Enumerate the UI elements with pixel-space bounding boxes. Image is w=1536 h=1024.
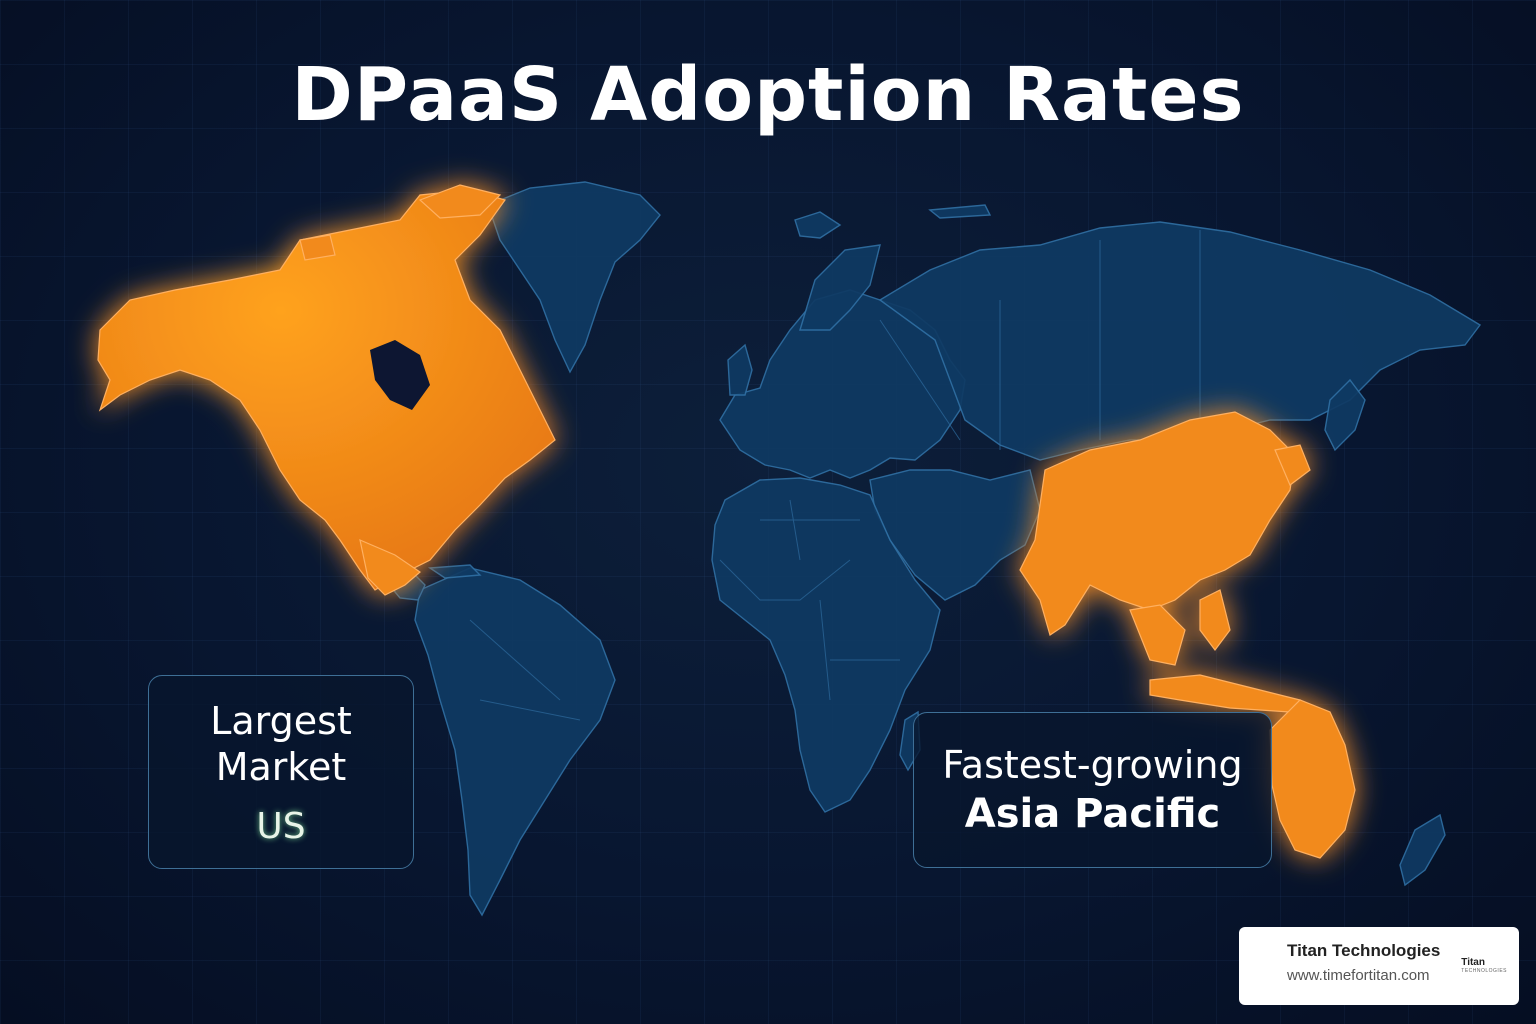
logo-text: Titan — [1461, 957, 1485, 968]
new-zealand-shape — [1399, 813, 1446, 887]
largest-market-card: Largest Market US — [148, 675, 414, 869]
brand-name: Titan Technologies — [1287, 941, 1441, 960]
page-title: DPaaS Adoption Rates — [291, 52, 1245, 138]
titan-logo-icon: Titan TECHNOLOGIES — [1461, 957, 1507, 974]
brand-url[interactable]: www.timefortitan.com — [1287, 967, 1430, 984]
scandinavia-shape — [799, 244, 881, 331]
largest-market-value: US — [256, 805, 306, 847]
africa-shape — [711, 477, 941, 813]
japan-shape — [1324, 378, 1366, 452]
logo-subtext: TECHNOLOGIES — [1461, 968, 1507, 974]
arctic-island-shape — [794, 211, 842, 239]
brand-badge[interactable]: Titan Technologies www.timefortitan.com … — [1239, 927, 1519, 1005]
greenland-shape — [487, 181, 661, 374]
border-lines — [469, 230, 1201, 721]
uk-shape — [727, 343, 753, 396]
largest-market-label-line2: Market — [215, 744, 347, 789]
south-america-shape — [414, 567, 616, 917]
largest-market-label-line1: Largest — [210, 698, 352, 743]
fastest-growing-card: Fastest-growing Asia Pacific — [913, 712, 1272, 868]
fastest-growing-value: Asia Pacific — [964, 791, 1221, 837]
north-america-highlight — [97, 184, 556, 596]
arctic-island-shape — [928, 204, 992, 219]
caribbean-shape — [427, 564, 482, 579]
asia-pacific-highlight — [1019, 411, 1356, 859]
fastest-growing-label: Fastest-growing — [942, 743, 1243, 787]
